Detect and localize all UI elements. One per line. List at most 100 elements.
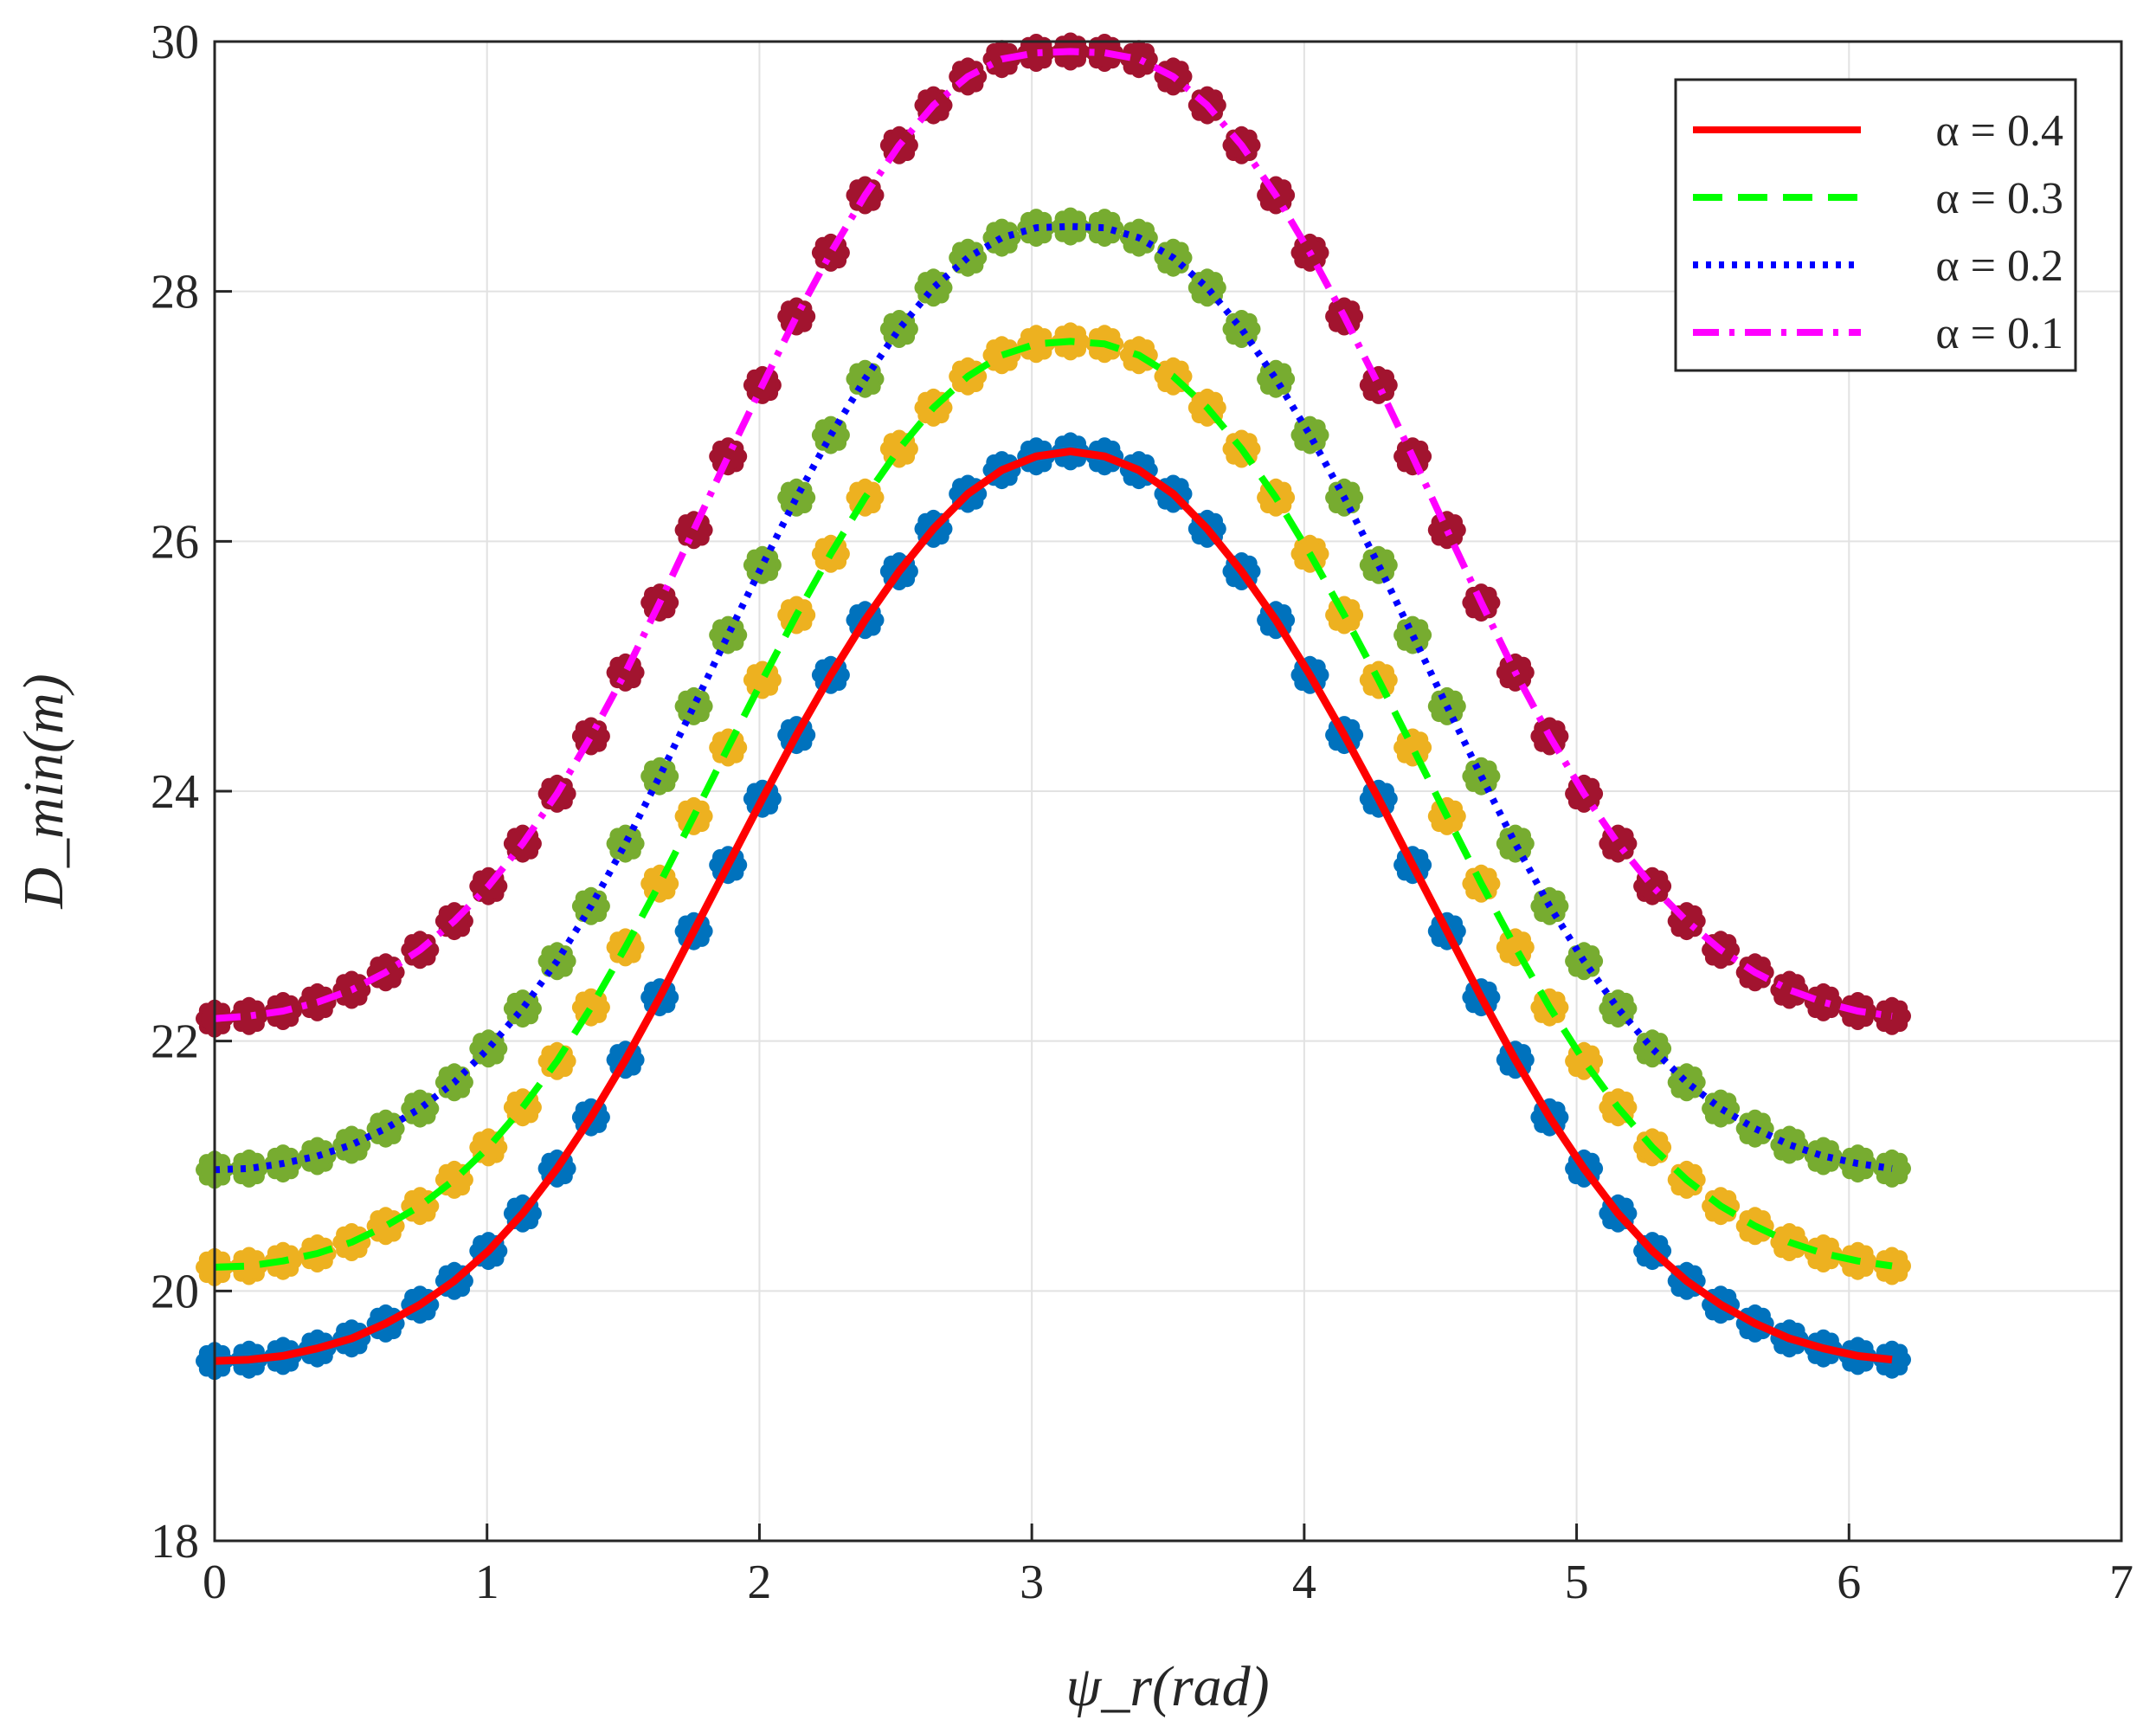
data-point <box>1393 728 1432 767</box>
data-point <box>571 717 610 756</box>
marker-core <box>1296 421 1324 449</box>
data-point <box>1804 1234 1843 1272</box>
marker-core <box>885 315 913 343</box>
legend: α = 0.4 α = 0.3 α = 0.2 α = 0.1 <box>1674 78 2077 372</box>
data-point <box>674 511 713 550</box>
x-tick-label: 4 <box>1292 1556 1316 1609</box>
marker-core <box>508 995 537 1023</box>
x-tick-label: 2 <box>747 1556 771 1609</box>
data-point <box>1838 1144 1877 1183</box>
marker-core <box>1364 370 1393 399</box>
marker-core <box>1672 1068 1701 1097</box>
y-tick-label: 24 <box>151 765 199 819</box>
marker-core <box>988 223 1016 252</box>
series-1 <box>196 432 1911 1381</box>
data-point <box>1599 824 1638 863</box>
data-point <box>1702 1089 1741 1128</box>
marker-core <box>679 516 708 544</box>
marker-core <box>1775 1131 1804 1159</box>
marker-core <box>1501 829 1529 858</box>
marker-core <box>611 829 640 858</box>
marker-core <box>1638 1034 1667 1063</box>
tick-labels: 0 1 2 3 4 5 6 7 18 20 22 24 26 28 30 <box>151 16 2133 1609</box>
data-point <box>1804 1137 1843 1176</box>
marker-core <box>1056 212 1084 241</box>
data-point <box>914 509 953 548</box>
x-tick-label: 6 <box>1837 1556 1861 1609</box>
data-point <box>743 660 782 699</box>
data-point <box>1565 1041 1604 1080</box>
legend-entry-label: α = 0.1 <box>1935 309 2063 358</box>
data-point <box>298 1234 337 1272</box>
y-tick-label: 20 <box>151 1265 199 1318</box>
marker-core <box>338 1131 366 1159</box>
marker-core <box>988 341 1016 370</box>
marker-core <box>782 483 811 512</box>
data-point <box>743 545 782 584</box>
data-point <box>298 1137 337 1176</box>
marker-core <box>1707 1094 1735 1123</box>
data-point <box>1085 209 1124 248</box>
data-point <box>982 336 1021 375</box>
data-point <box>777 478 816 517</box>
data-point <box>674 686 713 725</box>
marker-core <box>235 1252 263 1280</box>
y-tick-label: 18 <box>151 1515 199 1569</box>
legend-entry-label: α = 0.4 <box>1935 106 2063 156</box>
legend-entry-label: α = 0.2 <box>1935 242 2063 291</box>
data-point <box>366 1207 405 1246</box>
marker-core <box>406 1094 434 1123</box>
series-line <box>214 48 1893 1022</box>
x-tick-label: 0 <box>203 1556 227 1609</box>
data-point <box>949 238 988 277</box>
data-point <box>264 1241 302 1280</box>
data-point <box>606 824 645 863</box>
marker-core <box>782 302 811 331</box>
data-point <box>606 653 645 692</box>
marker-core <box>1501 933 1529 962</box>
marker-core <box>235 1154 263 1182</box>
x-tick-label: 3 <box>1020 1556 1044 1609</box>
series-line <box>214 222 1893 1174</box>
x-tick-label: 1 <box>475 1556 499 1609</box>
marker-core <box>1364 551 1393 579</box>
y-tick-label: 26 <box>151 515 199 569</box>
marker-core <box>1809 1142 1837 1170</box>
data-point <box>1735 1109 1774 1148</box>
y-tick-label: 28 <box>151 266 199 319</box>
data-point <box>1427 511 1466 550</box>
marker-core <box>748 666 776 694</box>
data-point <box>1702 931 1741 970</box>
data-point <box>811 233 850 272</box>
marker-core <box>611 658 640 686</box>
x-axis-label: ψ_r(rad) <box>1065 1655 1269 1718</box>
marker-core <box>1604 995 1632 1023</box>
data-point <box>709 437 748 476</box>
marker-core <box>1809 1240 1837 1267</box>
data-point <box>640 864 679 903</box>
data-point <box>1257 359 1296 398</box>
data-point <box>709 615 748 654</box>
data-point <box>1804 1329 1843 1368</box>
data-point <box>571 988 610 1027</box>
y-axis-label: D_min(m) <box>12 673 75 909</box>
y-tick-label: 30 <box>151 16 199 69</box>
marker-core <box>646 869 674 898</box>
marker-core <box>714 442 743 471</box>
data-point <box>1496 824 1535 863</box>
marker-core <box>1741 1114 1769 1143</box>
marker-core <box>1091 214 1119 242</box>
marker-core <box>1432 516 1461 544</box>
data-point <box>196 1150 234 1189</box>
legend-entry-label: α = 0.3 <box>1935 174 2063 223</box>
series-3 <box>196 207 1911 1189</box>
data-point <box>1359 545 1398 584</box>
marker-core <box>1193 274 1221 302</box>
data-point <box>982 218 1021 257</box>
data-point <box>332 1125 371 1164</box>
marker-core <box>1022 330 1051 358</box>
marker-core <box>748 551 776 579</box>
marker-core <box>1091 39 1119 67</box>
y-tick-label: 22 <box>151 1015 199 1069</box>
